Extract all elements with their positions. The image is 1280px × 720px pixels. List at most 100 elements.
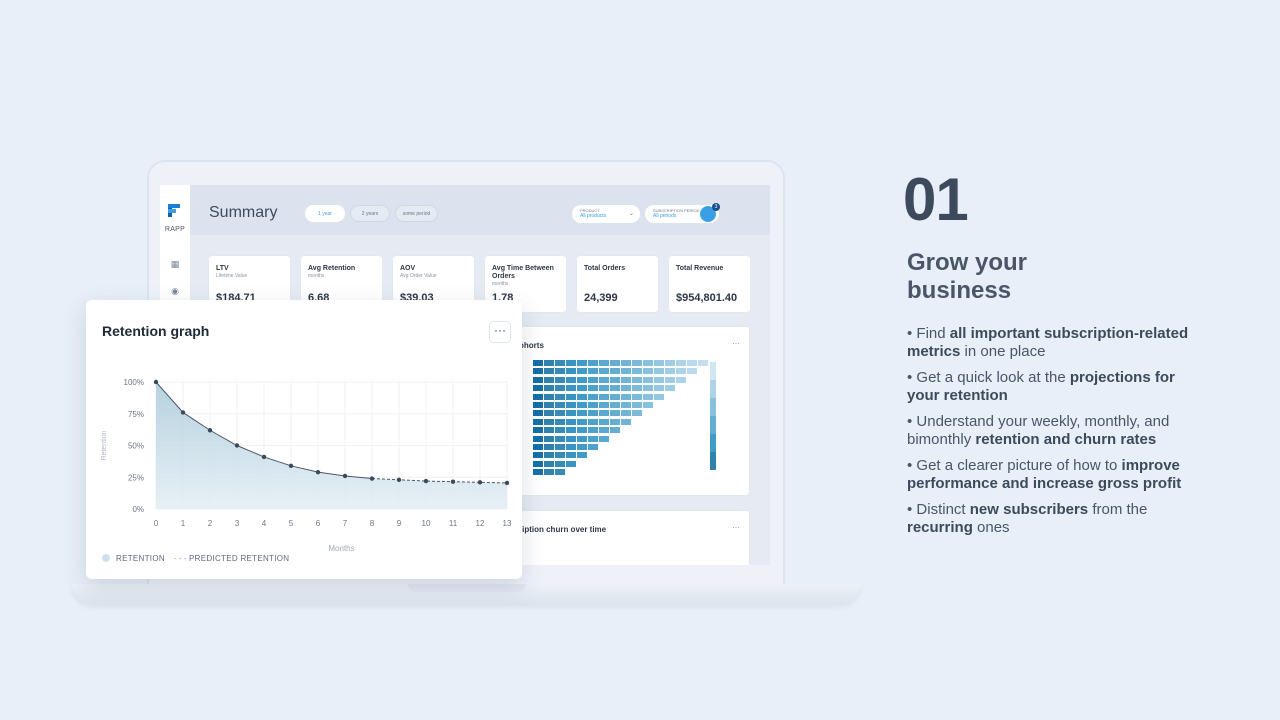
dollar-icon[interactable]: ◉ — [171, 286, 179, 296]
feature-bullet: • Find all important subscription-relate… — [907, 325, 1197, 361]
cohort-cell — [555, 360, 565, 366]
cohort-cell — [533, 444, 543, 450]
y-tick-label: 50% — [128, 442, 144, 451]
kpi-sublabel: months — [308, 273, 325, 279]
notification-icon[interactable] — [700, 206, 716, 222]
notification-badge: 3 — [712, 203, 720, 211]
cohort-cell — [544, 460, 554, 467]
period-tab-1-year[interactable]: 1 year — [305, 205, 345, 222]
cohort-cell — [610, 360, 620, 366]
cohort-cell — [577, 376, 587, 383]
cohort-cell — [555, 402, 565, 408]
period-tab-2-years[interactable]: 2 years — [350, 205, 390, 222]
laptop-notch — [408, 584, 526, 592]
laptop-base — [72, 584, 860, 604]
cohort-cell — [533, 452, 543, 459]
bullet-highlight: projections for your retention — [907, 369, 1175, 404]
x-tick-label: 7 — [343, 519, 348, 528]
x-axis-label: Months — [328, 544, 354, 553]
cohort-cell — [555, 427, 565, 434]
cohort-cell — [533, 410, 543, 417]
cohort-cell — [566, 385, 576, 392]
retention-more-button[interactable]: ··· — [489, 321, 511, 343]
cohort-cell — [654, 360, 664, 366]
cohort-cell — [698, 360, 708, 366]
cohort-cell — [544, 469, 554, 476]
product-dropdown-value: All products — [580, 213, 607, 219]
cohort-cell — [555, 435, 565, 442]
retention-point — [342, 473, 348, 479]
kpi-value: $954,801.40 — [676, 292, 738, 304]
retention-point — [261, 454, 267, 460]
cohort-cell — [588, 418, 598, 425]
cohort-cell — [533, 460, 543, 467]
cohort-cell — [610, 418, 620, 425]
x-tick-label: 8 — [370, 519, 375, 528]
cohort-cell — [544, 402, 554, 408]
churn-more-button[interactable]: ··· — [732, 523, 740, 532]
cohort-cell — [533, 376, 543, 383]
cohort-cell — [533, 385, 543, 392]
cohort-cell — [566, 393, 576, 400]
cohort-cell — [610, 385, 620, 392]
kpi-total-orders: Total Orders 24,399 — [576, 255, 659, 313]
retention-point — [477, 480, 483, 485]
x-tick-label: 0 — [154, 519, 159, 528]
period-tab-some-period[interactable]: some period — [395, 205, 438, 222]
cohort-cell — [588, 444, 598, 450]
retention-point — [288, 463, 294, 469]
cohort-cell — [555, 469, 565, 476]
kpi-sublabel: months — [492, 281, 509, 287]
rapp-logo-icon — [168, 204, 181, 217]
retention-point — [369, 476, 375, 481]
cohort-cell — [566, 452, 576, 459]
cohort-cell — [632, 393, 642, 400]
cohort-cell — [555, 376, 565, 383]
cohorts-more-button[interactable]: ··· — [732, 339, 740, 348]
x-tick-label: 4 — [262, 519, 267, 528]
predicted-retention-line — [371, 478, 508, 484]
dashboard-icon[interactable]: ▦ — [170, 259, 180, 269]
retention-point — [504, 480, 510, 486]
cohort-cell — [555, 460, 565, 467]
x-tick-label: 13 — [503, 519, 512, 528]
kpi-label: AOV — [400, 265, 416, 272]
cohort-cell — [588, 435, 598, 442]
cohort-cell — [555, 418, 565, 425]
bullet-text: from the — [1088, 501, 1148, 518]
chevron-down-icon: ⌄ — [628, 211, 634, 217]
cohort-cell — [566, 410, 576, 417]
cohort-cell — [599, 418, 609, 425]
kpi-total-revenue: Total Revenue $954,801.40 — [668, 255, 751, 313]
feature-bullet: • Understand your weekly, monthly, and b… — [907, 413, 1197, 449]
feature-bullet: • Distinct new subscribers from the recu… — [907, 501, 1197, 537]
cohort-cell — [643, 385, 653, 392]
bullet-highlight: all important subscription-related metri… — [907, 325, 1189, 360]
churn-panel: ription churn over time ··· — [506, 510, 750, 565]
retention-chart: 0%25%50%75%100%0 1 2 3 4 5 6 7 8 9 10 11 12 13MonthsR… — [101, 378, 512, 553]
cohort-cell — [621, 368, 631, 375]
cohort-cell — [533, 427, 543, 434]
cohort-cell — [533, 360, 543, 366]
cohort-cell — [621, 376, 631, 383]
product-dropdown-label: PRODUCT — [580, 208, 600, 213]
cohort-cell — [599, 402, 609, 408]
cohort-cell — [588, 385, 598, 392]
retention-point — [180, 410, 186, 415]
bullet-highlight: recurring — [907, 519, 973, 536]
cohort-cell — [610, 376, 620, 383]
brand-name: RAPP — [164, 226, 186, 233]
step-number: 01 — [903, 166, 969, 233]
cohort-cell — [533, 402, 543, 408]
cohort-cell — [577, 360, 587, 366]
cohort-cell — [544, 444, 554, 450]
bullet-highlight: retention and churn rates — [975, 431, 1157, 448]
scale-segment — [710, 398, 716, 416]
cohort-cell — [588, 402, 598, 408]
cohort-cell — [654, 368, 664, 375]
cohort-cell — [665, 360, 675, 366]
cohort-cell — [632, 368, 642, 375]
feature-list: • Find all important subscription-relate… — [907, 325, 1197, 545]
product-dropdown[interactable]: PRODUCT All products ⌄ — [572, 205, 640, 223]
kpi-label: Total Revenue — [676, 265, 724, 272]
